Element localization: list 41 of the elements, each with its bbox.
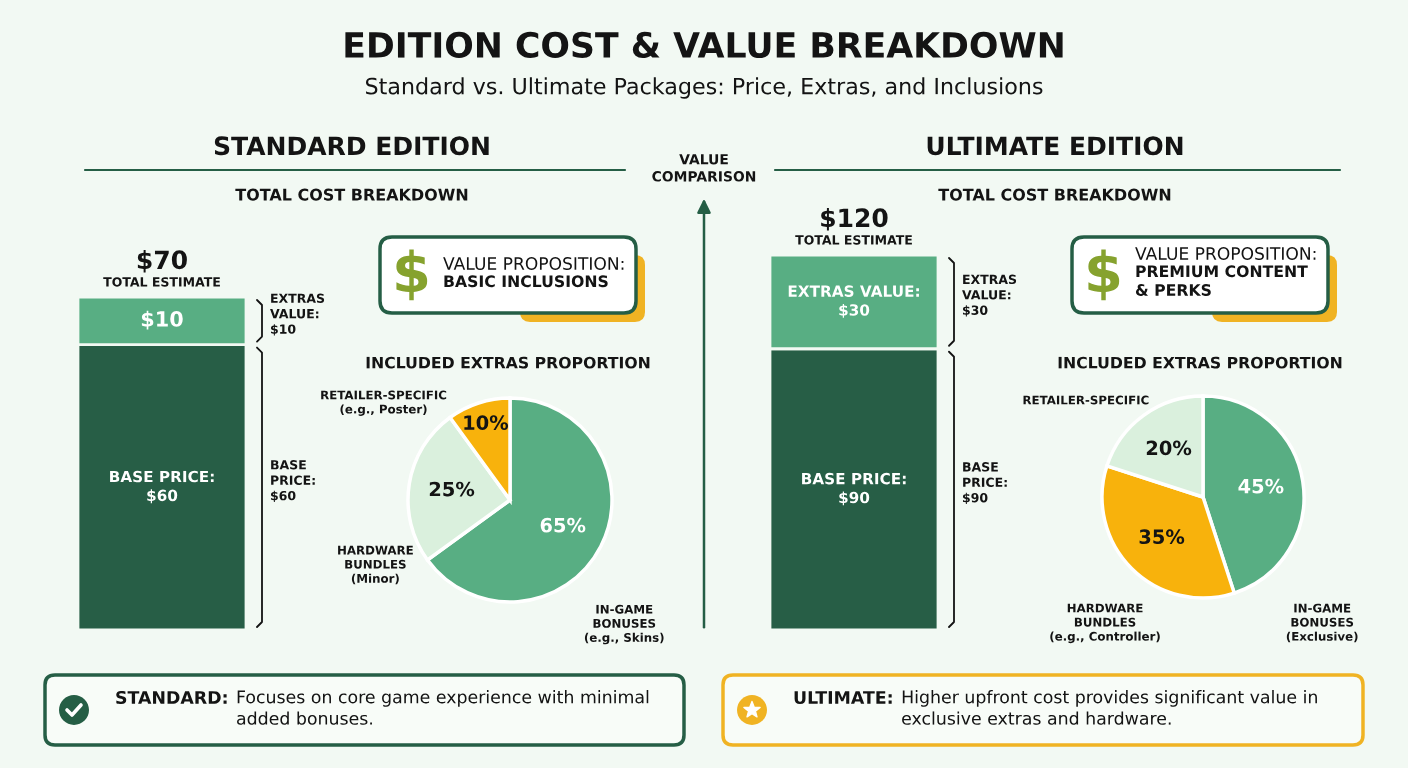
- text: ULTIMATE EDITION: [927, 136, 1183, 156]
- text: BASIC INCLUSIONS: [444, 275, 608, 288]
- data-label: $10: [141, 310, 183, 330]
- text: EXTRAS VALUE: $30: [962, 274, 1017, 317]
- annotation: TOTAL ESTIMATE: [103, 277, 220, 287]
- text: VALUE PROPOSITION:: [443, 257, 624, 270]
- text: TOTAL COST BREAKDOWN: [938, 188, 1171, 201]
- slice-label: IN-GAME BONUSES (Exclusive): [1286, 603, 1358, 643]
- data-label: 65%: [540, 517, 586, 533]
- data-label: 35%: [1139, 529, 1185, 545]
- text: TOTAL COST BREAKDOWN: [235, 188, 468, 201]
- slice-label: RETAILER-SPECIFIC: [1023, 395, 1149, 405]
- total-label: $70: [137, 249, 187, 273]
- slice-label: HARDWARE BUNDLES (Minor): [338, 545, 413, 585]
- text: Standard vs. Ultimate Packages: Price, Extras, and Inclusions: [365, 77, 1043, 99]
- data-label: BASE PRICE: $60: [110, 470, 214, 504]
- text: VALUE COMPARISON: [652, 154, 756, 182]
- annotation: TOTAL ESTIMATE: [795, 235, 912, 245]
- total-label: $120: [821, 207, 888, 231]
- data-label: 10%: [464, 415, 509, 430]
- data-label: BASE PRICE: $90: [802, 472, 906, 506]
- text: EDITION COST & VALUE BREAKDOWN: [345, 31, 1063, 59]
- chart-title: INCLUDED EXTRAS PROPORTION: [366, 356, 650, 369]
- slice-label: IN-GAME BONUSES (e.g., Skins): [584, 604, 664, 645]
- text: Higher upfront cost provides significant value in exclusive extras and hardware.: [902, 690, 1317, 725]
- data-label: EXTRAS VALUE: $30: [788, 285, 919, 318]
- data-label: 25%: [429, 481, 475, 497]
- text: ULTIMATE:: [794, 691, 892, 705]
- slice-label: RETAILER-SPECIFIC (e.g., Poster): [321, 390, 447, 416]
- text: PREMIUM CONTENT & PERKS: [1135, 265, 1308, 296]
- data-label: 45%: [1238, 478, 1284, 494]
- text: Focuses on core game experience with minimal added bonuses.: [237, 690, 649, 725]
- text: BASE PRICE: $60: [270, 460, 315, 502]
- text: EXTRAS VALUE: $10: [270, 293, 325, 336]
- text: STANDARD:: [116, 690, 227, 705]
- slice-label: HARDWARE BUNDLES (e.g., Controller): [1050, 603, 1160, 644]
- text: BASE PRICE: $90: [962, 462, 1007, 505]
- data-label: 20%: [1146, 440, 1192, 456]
- chart-title: INCLUDED EXTRAS PROPORTION: [1058, 356, 1342, 369]
- text: VALUE PROPOSITION:: [1135, 247, 1316, 260]
- text: STANDARD EDITION: [214, 136, 489, 156]
